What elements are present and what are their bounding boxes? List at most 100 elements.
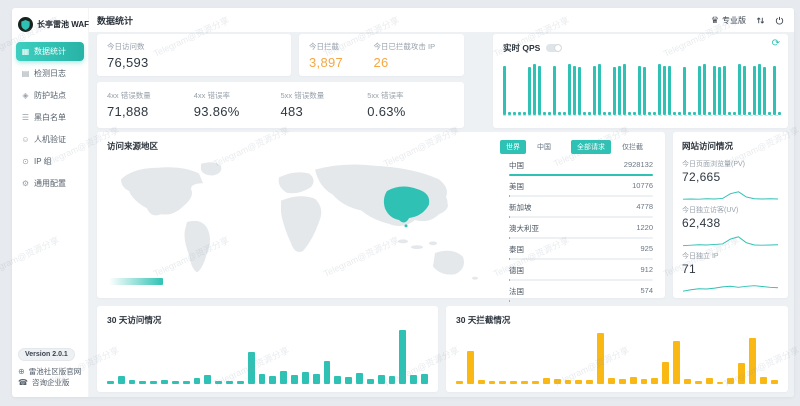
region-row: 法国 574 — [509, 286, 653, 302]
chart-bar — [204, 375, 212, 384]
chart-bar — [643, 66, 646, 115]
chart-bar — [182, 380, 190, 384]
chart-bar — [377, 375, 385, 384]
region-name: 中国 — [509, 161, 524, 170]
chart-bar — [608, 377, 615, 384]
region-bar — [509, 258, 653, 260]
chart-bar — [668, 65, 671, 115]
chart-bar — [738, 64, 741, 115]
site-stat-label: 今日页面浏览量(PV) — [682, 161, 745, 168]
chart-bar — [733, 112, 736, 115]
qps-panel-title: 实时 QPS — [503, 42, 563, 54]
chart-bar — [684, 378, 691, 384]
sparkline — [682, 191, 779, 200]
chart-bar — [421, 374, 428, 384]
chart-bar — [651, 377, 659, 384]
map-tabs: 世界 中国 全部请求 仅拦截 — [500, 140, 649, 154]
chart-bar — [518, 112, 521, 115]
region-row: 泰国 925 — [509, 244, 653, 260]
chart-bar — [477, 380, 485, 384]
chart-bar — [723, 65, 726, 115]
chart-bar — [597, 332, 605, 384]
qps-title-text: 实时 QPS — [503, 43, 541, 53]
chart-bar — [673, 340, 681, 384]
sidebar-item-label: IP 组 — [34, 157, 52, 166]
chart-bar — [521, 381, 529, 384]
chart-bar — [593, 65, 596, 115]
region-value: 2928132 — [623, 160, 653, 169]
sidebar-item-ip-group[interactable]: ⊙ IP 组 — [16, 152, 84, 171]
site-stats: 今日页面浏览量(PV) 72,665 今日独立访客(UV) 62,438 今日独立 IP… — [682, 159, 779, 294]
chart-bar — [269, 376, 277, 384]
stat-label: 4xx 错误率 — [193, 91, 231, 100]
app-title: 长亭雷池 WAF — [37, 20, 89, 29]
region-value: 574 — [640, 286, 653, 295]
headset-icon: ☎ — [18, 378, 28, 387]
switch-icon[interactable] — [756, 16, 765, 25]
visit-source-panel: 访问来源地区 世界 中国 全部请求 仅拦截 — [97, 132, 665, 302]
chart-bar — [688, 112, 691, 115]
sidebar-item-logs[interactable]: ▤ 检测日志 — [16, 64, 84, 83]
chart-bar — [548, 112, 551, 115]
dashboard-content: 今日访问数 76,593 今日拦截 3,897 今日已拦截攻击 IP 26 4x… — [89, 32, 794, 397]
sidebar-item-captcha[interactable]: ☺ 人机验证 — [16, 130, 84, 149]
log-icon: ▤ — [21, 69, 30, 78]
tab-blocked-only[interactable]: 仅拦截 — [622, 144, 643, 151]
chart-bar — [763, 66, 766, 115]
chart-bar — [623, 64, 626, 115]
map-panel-title: 访问来源地区 — [107, 141, 159, 151]
blocks-30d-panel: 30 天拦截情况 — [446, 306, 788, 392]
stat-today-blocks: 今日拦截 3,897 — [309, 41, 373, 70]
qps-auto-refresh-toggle[interactable] — [546, 44, 563, 52]
site-stat-value: 72,665 — [682, 170, 721, 184]
region-bar — [509, 216, 653, 218]
chart-bar — [334, 375, 342, 384]
refresh-icon[interactable]: ⟳ — [771, 38, 780, 49]
region-value: 1220 — [636, 223, 653, 232]
sidebar-item-config[interactable]: ⚙ 通用配置 — [16, 174, 84, 193]
chart-bar — [662, 362, 670, 384]
chart-bar — [323, 361, 331, 384]
pro-edition-button[interactable]: ♛ 专业版 — [711, 15, 746, 26]
chart-bar — [758, 64, 761, 115]
stat-5xx-rate: 5xx 错误率 0.63% — [367, 90, 454, 120]
ip-icon: ⊙ — [22, 157, 29, 166]
chart-bar — [770, 379, 778, 384]
chart-bar — [236, 380, 244, 384]
sidebar-item-lists[interactable]: ☰ 黑白名单 — [16, 108, 84, 127]
crown-icon: ♛ — [710, 14, 719, 25]
chart-bar — [563, 112, 566, 115]
chart-bar — [778, 112, 781, 115]
tab-world[interactable]: 世界 — [500, 140, 526, 154]
footer-link-enterprise[interactable]: ☎ 咨询企业版 — [18, 377, 82, 388]
chart-bar — [673, 112, 676, 115]
chart-bar — [773, 65, 776, 115]
tab-china[interactable]: 中国 — [537, 144, 551, 151]
region-name: 泰国 — [509, 245, 524, 254]
chart-bar — [718, 66, 721, 115]
region-bar — [509, 237, 653, 239]
logo-shield-icon — [18, 17, 33, 32]
map-scope-tabs: 世界 中国 — [500, 140, 557, 154]
chart-bar — [743, 65, 746, 115]
power-icon[interactable] — [775, 16, 784, 25]
stat-label: 5xx 错误率 — [367, 91, 404, 100]
stat-value: 26 — [373, 55, 389, 70]
chart-bar — [553, 65, 556, 115]
stat-4xx-rate: 4xx 错误率 93.86% — [194, 90, 281, 120]
region-bar — [509, 279, 653, 281]
chart-bar — [705, 378, 713, 384]
region-row: 美国 10776 — [509, 181, 653, 197]
sidebar-item-stats[interactable]: ▦ 数据统计 — [16, 42, 84, 61]
chart-bar — [466, 350, 474, 384]
qps-panel: 实时 QPS ⟳ — [493, 34, 788, 128]
chart-bar — [703, 64, 706, 115]
chart-bar — [533, 64, 536, 115]
site-stat: 今日页面浏览量(PV) 72,665 — [682, 159, 779, 202]
sidebar-item-sites[interactable]: ◈ 防护站点 — [16, 86, 84, 105]
footer-link-community-site[interactable]: ⊕ 雷池社区版官网 — [18, 366, 82, 377]
chart-bar — [532, 381, 539, 384]
chart-bar — [640, 379, 648, 384]
chart-bar — [543, 112, 546, 115]
tab-all-requests[interactable]: 全部请求 — [571, 140, 611, 154]
